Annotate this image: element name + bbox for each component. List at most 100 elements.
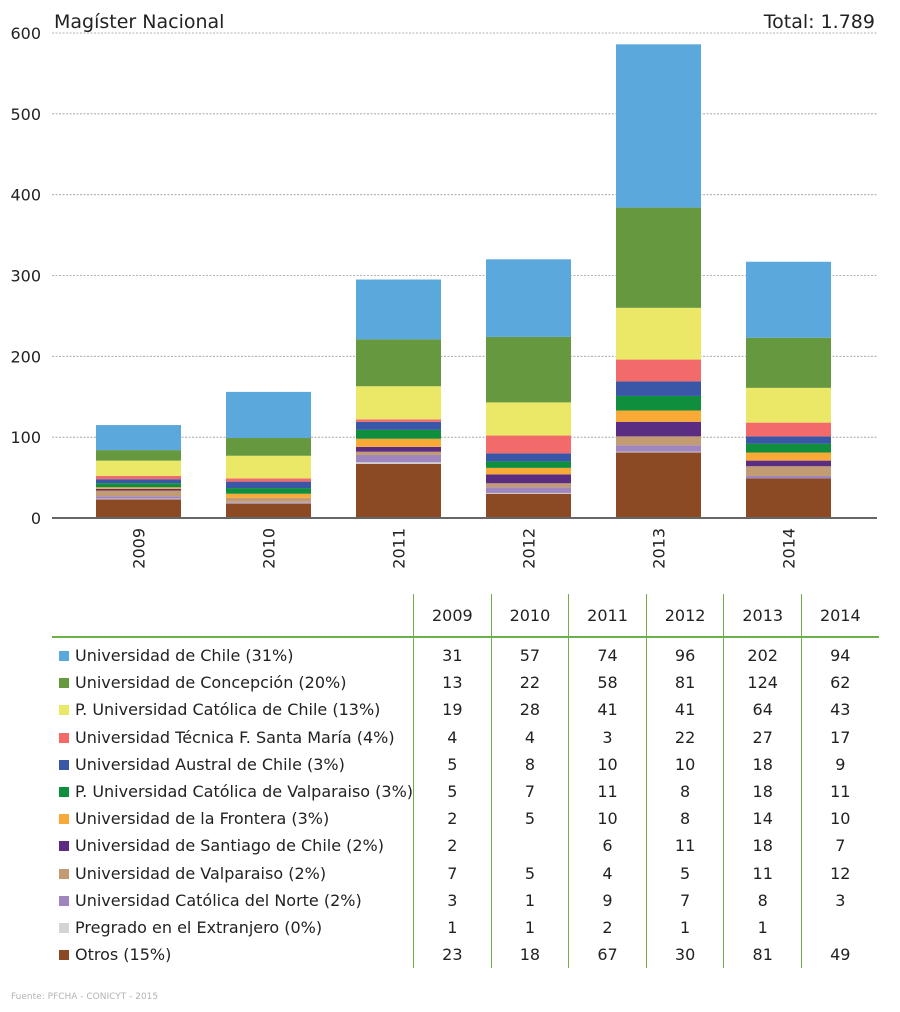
value-cell: 3 [568, 723, 647, 751]
value-cell: 58 [568, 669, 647, 697]
value-cell: 57 [490, 637, 569, 670]
bar-segment [486, 467, 571, 475]
value-cell: 9 [800, 750, 879, 778]
value-cell: 2 [568, 913, 647, 942]
value-cell: 11 [800, 777, 879, 806]
bar-segment [616, 451, 701, 453]
table-row: Universidad de Santiago de Chile (2%) 2 6 1… [52, 832, 879, 860]
value-cell: 1 [490, 913, 569, 942]
bar-segment [226, 478, 311, 482]
bar-segment [746, 478, 831, 518]
bar-segment [356, 438, 441, 447]
bar-segment [616, 44, 701, 208]
row-label: Universidad de Valparaiso (2%) [75, 863, 327, 883]
value-cell: 10 [645, 750, 724, 778]
legend-swatch [59, 787, 69, 798]
bar-segment [96, 450, 181, 461]
table-row: Universidad de Chile (31%) 31 57 74 96 202 94 [52, 637, 879, 670]
column-header-year: 2010 [490, 594, 569, 638]
value-cell: 23 [413, 941, 492, 969]
value-cell: 67 [568, 941, 647, 969]
column-header-year: 2011 [568, 594, 647, 638]
row-label: Universidad Católica del Norte (2%) [75, 890, 362, 910]
bar-segment [486, 259, 571, 337]
bar-segment [746, 460, 831, 467]
value-cell: 5 [413, 750, 492, 778]
bar-segment [226, 503, 311, 518]
bar-segment [226, 501, 311, 503]
y-axis-ticks: 0 100 200 300 400 500 600 [10, 24, 41, 528]
value-cell: 8 [645, 805, 724, 833]
bar-segment [356, 279, 441, 340]
value-cell: 7 [490, 777, 569, 806]
row-label-cell: Universidad de Santiago de Chile (2%) [52, 832, 414, 859]
legend-swatch [59, 814, 69, 825]
row-label: Universidad de Concepción (20%) [75, 673, 347, 693]
legend-swatch [59, 895, 69, 906]
bar-segment [356, 386, 441, 420]
bar-segment [746, 261, 831, 338]
chart-title: Magíster Nacional [54, 11, 224, 33]
x-tick-label: 2013 [650, 528, 669, 569]
value-cell: 19 [413, 696, 492, 724]
y-tick-label: 200 [10, 347, 41, 366]
bar-segment [616, 381, 701, 396]
bar-segment [616, 452, 701, 518]
row-label-cell: Otros (15%) [52, 941, 414, 968]
value-cell: 94 [800, 637, 879, 670]
bar-segment [356, 421, 441, 430]
bar-segment [226, 437, 311, 456]
bar-segment [96, 475, 181, 480]
column-header-year: 2012 [645, 594, 724, 638]
value-cell: 41 [568, 696, 647, 724]
row-label-cell: Universidad de la Frontera (3%) [52, 805, 414, 832]
row-label-cell: Universidad de Chile (31%) [52, 637, 414, 669]
legend-swatch [59, 759, 69, 770]
value-cell: 4 [490, 723, 569, 751]
value-cell: 12 [800, 859, 879, 887]
value-cell: 13 [413, 669, 492, 697]
y-tick-label: 400 [10, 186, 41, 205]
value-cell: 9 [568, 886, 647, 914]
x-tick-label: 2014 [780, 528, 799, 569]
value-cell: 2 [413, 832, 492, 860]
value-cell: 1 [723, 913, 802, 942]
legend-swatch [59, 651, 69, 662]
value-cell: 41 [645, 696, 724, 724]
bar-segment [486, 402, 571, 436]
value-cell: 22 [645, 723, 724, 751]
table-row: Universidad Austral de Chile (3%) 5 8 10 10 1… [52, 750, 879, 778]
value-cell: 4 [568, 859, 647, 887]
bar-segment [226, 497, 311, 502]
value-cell: 7 [413, 859, 492, 887]
legend-swatch [59, 922, 69, 933]
value-cell: 1 [413, 913, 492, 942]
bar-segment [356, 451, 441, 455]
row-label: Otros (15%) [75, 945, 172, 965]
y-tick-label: 100 [10, 428, 41, 447]
value-cell: 8 [723, 886, 802, 914]
bar-segment [226, 391, 311, 438]
bar-segment [746, 452, 831, 461]
bar-segment [486, 336, 571, 403]
bar-segment [96, 498, 181, 500]
grid-lines [52, 32, 877, 438]
table-row: P. Universidad Católica de Valparaiso (3… [52, 777, 879, 806]
bar-segment [616, 359, 701, 382]
value-cell: 8 [645, 777, 724, 806]
bar-segment [226, 455, 311, 479]
value-cell: 18 [723, 832, 802, 860]
table-row: Universidad de Concepción (20%) 13 22 58 81 1… [52, 669, 879, 697]
value-cell: 27 [723, 723, 802, 751]
table-row: Universidad de Valparaiso (2%) 7 5 4 5 11 12 [52, 859, 879, 887]
bar-segment [226, 502, 311, 504]
value-cell: 3 [800, 886, 879, 914]
x-tick-label: 2009 [130, 528, 149, 569]
value-cell: 7 [800, 832, 879, 860]
bar-segment [356, 339, 441, 387]
value-cell: 10 [800, 805, 879, 833]
row-label: Universidad de Santiago de Chile (2%) [75, 836, 384, 856]
y-tick-label: 0 [31, 509, 41, 528]
value-cell: 18 [723, 777, 802, 806]
table-row: Universidad Técnica F. Santa María (4%) 4… [52, 723, 879, 751]
